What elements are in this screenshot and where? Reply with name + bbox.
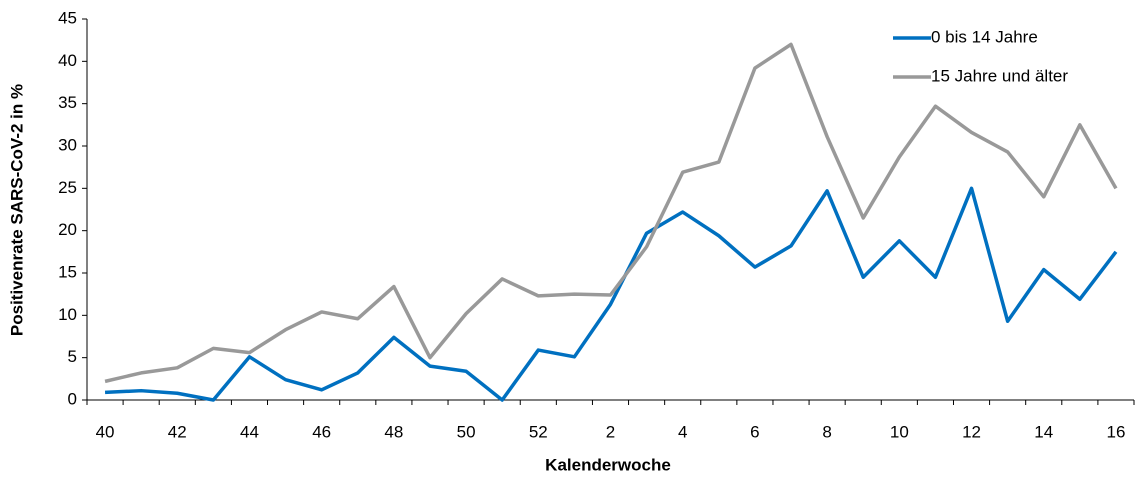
legend-label: 15 Jahre und älter bbox=[931, 66, 1068, 85]
series-line bbox=[104, 42, 1118, 384]
y-tick-label: 40 bbox=[58, 51, 77, 70]
x-tick-label: 16 bbox=[1106, 422, 1125, 441]
x-tick-label: 52 bbox=[529, 422, 548, 441]
x-tick-label: 42 bbox=[168, 422, 187, 441]
y-tick-label: 0 bbox=[68, 389, 77, 408]
x-axis-title: Kalenderwoche bbox=[545, 455, 671, 474]
x-tick-label: 12 bbox=[962, 422, 981, 441]
x-tick-label: 46 bbox=[312, 422, 331, 441]
y-tick-label: 35 bbox=[58, 93, 77, 112]
x-tick-label: 40 bbox=[96, 422, 115, 441]
x-tick-label: 4 bbox=[678, 422, 687, 441]
x-tick-label: 2 bbox=[606, 422, 615, 441]
y-tick-label: 10 bbox=[58, 305, 77, 324]
y-tick-label: 30 bbox=[58, 135, 77, 154]
y-tick-label: 45 bbox=[58, 8, 77, 27]
x-tick-label: 8 bbox=[822, 422, 831, 441]
legend-label: 0 bis 14 Jahre bbox=[931, 27, 1038, 46]
series-line bbox=[104, 186, 1118, 402]
y-tick-label: 25 bbox=[58, 178, 77, 197]
x-tick-label: 44 bbox=[240, 422, 259, 441]
y-tick-label: 20 bbox=[58, 220, 77, 239]
x-tick-label: 6 bbox=[750, 422, 759, 441]
x-tick-label: 50 bbox=[457, 422, 476, 441]
x-tick-label: 48 bbox=[384, 422, 403, 441]
x-tick-label: 14 bbox=[1034, 422, 1053, 441]
x-tick-label: 10 bbox=[890, 422, 909, 441]
y-axis-title: Positivenrate SARS-CoV-2 in % bbox=[7, 84, 26, 336]
y-tick-label: 5 bbox=[68, 347, 77, 366]
y-tick-label: 15 bbox=[58, 262, 77, 281]
